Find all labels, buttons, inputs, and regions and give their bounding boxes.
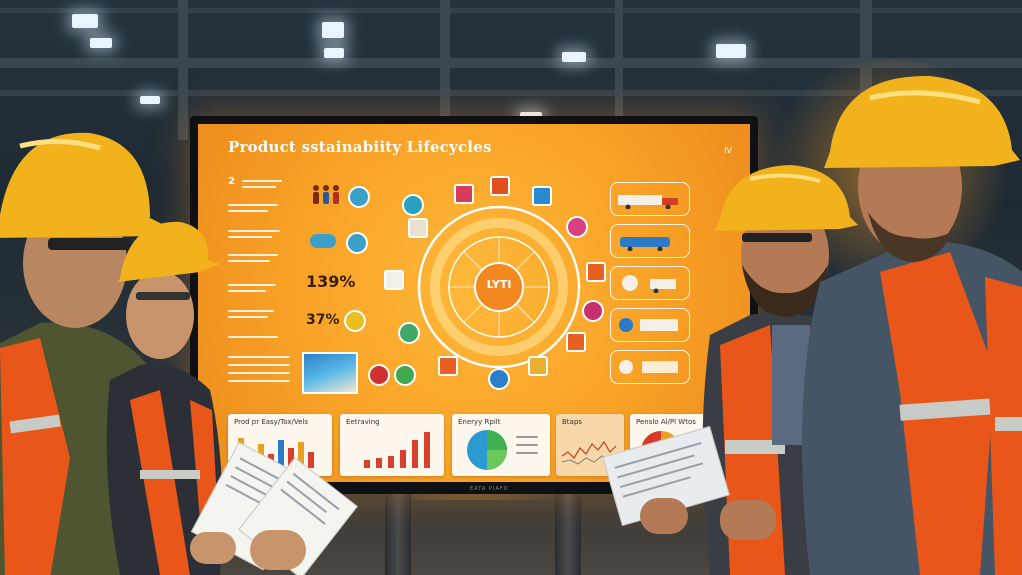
text-line bbox=[228, 260, 270, 262]
display-monitor: Product sstainabiity Lifecycles IV 2 139… bbox=[190, 116, 758, 494]
lifecycle-node-icon bbox=[490, 176, 510, 196]
lifecycle-wheel bbox=[417, 205, 581, 369]
hand bbox=[250, 530, 306, 570]
ceiling-lamp bbox=[324, 48, 344, 58]
text-line bbox=[228, 210, 268, 212]
chart-bar bbox=[288, 448, 294, 468]
ceiling-beam bbox=[0, 8, 1022, 13]
ceiling-column bbox=[440, 0, 450, 120]
text-line bbox=[228, 372, 290, 374]
card-title: Eetraving bbox=[346, 418, 380, 426]
card-title: Btaps bbox=[562, 418, 582, 426]
worker-left-middle bbox=[100, 220, 230, 575]
screen-title: Product sstainabiity Lifecycles bbox=[228, 138, 492, 156]
lifecycle-node-icon bbox=[398, 322, 420, 344]
text-line bbox=[228, 290, 266, 292]
chart-bar bbox=[400, 450, 406, 468]
logistics-frame bbox=[610, 266, 690, 300]
card-title: Prod pr Easy/Tox/Vels bbox=[234, 418, 308, 426]
ceiling-lamp bbox=[90, 38, 112, 48]
lifecycle-node-icon bbox=[566, 332, 586, 352]
chart-bar bbox=[298, 442, 304, 468]
stat-value: 37% bbox=[306, 312, 340, 328]
legend-line bbox=[516, 436, 538, 438]
text-line bbox=[242, 180, 282, 182]
lifecycle-node-icon bbox=[586, 262, 606, 282]
text-line bbox=[228, 284, 276, 286]
stat-value: 139% bbox=[306, 272, 356, 291]
text-line bbox=[228, 364, 290, 366]
chart-bar bbox=[308, 452, 314, 468]
chart-bar bbox=[412, 440, 418, 468]
chart-bar bbox=[424, 432, 430, 468]
lifecycle-node-icon bbox=[532, 186, 552, 206]
ceiling-beam bbox=[0, 90, 1022, 96]
cloud-icon bbox=[346, 232, 368, 254]
chart-bar bbox=[364, 460, 370, 468]
chart-bar bbox=[388, 456, 394, 468]
chart-bar bbox=[376, 458, 382, 468]
map-thumbnail bbox=[302, 352, 358, 394]
dashboard-card: Eetraving bbox=[340, 414, 444, 476]
logistics-frame bbox=[610, 224, 690, 258]
lifecycle-node-icon bbox=[566, 216, 588, 238]
ceiling-lamp bbox=[140, 96, 160, 104]
text-line bbox=[228, 230, 280, 232]
text-line bbox=[228, 316, 268, 318]
logistics-frame bbox=[610, 308, 690, 342]
logistics-frame bbox=[610, 350, 690, 384]
lifecycle-node-icon bbox=[402, 194, 424, 216]
text-line bbox=[228, 356, 290, 358]
recycle-icon bbox=[348, 186, 370, 208]
ceiling-lamp bbox=[716, 44, 746, 58]
dashboard-card: Eneryy Rpilt bbox=[452, 414, 550, 476]
worker-right-foreground bbox=[780, 72, 1022, 575]
hub-label: LYTI bbox=[486, 278, 512, 291]
hand bbox=[720, 500, 776, 540]
ceiling-lamp bbox=[72, 14, 98, 28]
cloud-shape-icon bbox=[310, 234, 336, 248]
lifecycle-node-icon bbox=[488, 368, 510, 390]
row-number: 2 bbox=[228, 176, 235, 187]
text-line bbox=[228, 204, 278, 206]
card-title: Penslo Al/Pl Wtos bbox=[636, 418, 696, 426]
logistics-frame bbox=[610, 182, 690, 216]
leaf-icon bbox=[344, 310, 366, 332]
legend-line bbox=[516, 452, 538, 454]
ceiling-column bbox=[178, 0, 188, 140]
ceiling-lamp bbox=[322, 22, 344, 38]
text-line bbox=[228, 380, 290, 382]
text-line bbox=[228, 254, 278, 256]
lifecycle-node-icon bbox=[454, 184, 474, 204]
hand bbox=[190, 532, 236, 564]
lifecycle-node-icon bbox=[438, 356, 458, 376]
lifecycle-node-icon bbox=[384, 270, 404, 290]
people-icon bbox=[310, 184, 348, 206]
monitor-screen: Product sstainabiity Lifecycles IV 2 139… bbox=[198, 124, 750, 482]
legend-line bbox=[516, 444, 538, 446]
text-line bbox=[242, 186, 276, 188]
lifecycle-node-icon bbox=[528, 356, 548, 376]
hand bbox=[640, 498, 688, 534]
person-badge-icon bbox=[368, 364, 390, 386]
monitor-stand-right bbox=[555, 494, 581, 575]
text-line bbox=[228, 236, 272, 238]
chart-bar bbox=[278, 440, 284, 468]
text-line bbox=[228, 310, 274, 312]
monitor-brand: EATA PIAFO bbox=[470, 486, 509, 492]
ceiling-beam bbox=[0, 58, 1022, 68]
card-title: Eneryy Rpilt bbox=[458, 418, 501, 426]
leaf-badge-icon bbox=[394, 364, 416, 386]
monitor-stand-left bbox=[385, 494, 411, 575]
screen-corner-mark: IV bbox=[724, 146, 732, 155]
text-line bbox=[228, 336, 278, 338]
lifecycle-node-icon bbox=[582, 300, 604, 322]
lifecycle-node-icon bbox=[408, 218, 428, 238]
ceiling-column bbox=[615, 0, 623, 120]
pie-chart bbox=[467, 430, 507, 470]
ceiling-lamp bbox=[562, 52, 586, 62]
